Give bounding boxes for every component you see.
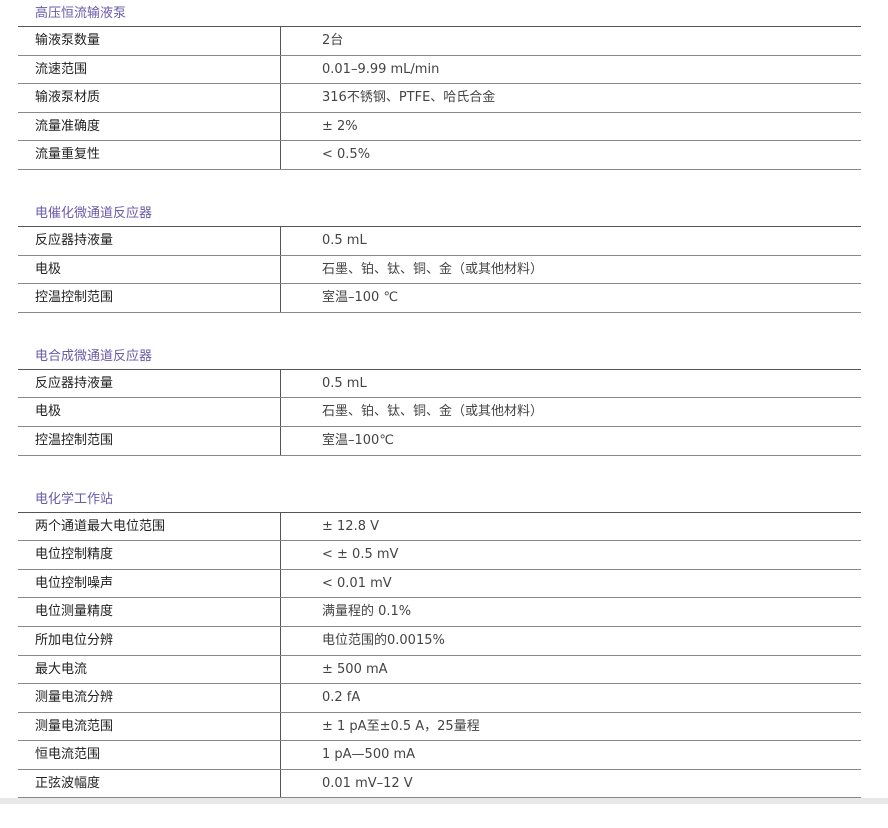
section-title: 电化学工作站 (18, 486, 861, 513)
spec-value: 电位范围的0.0015% (322, 632, 445, 648)
spec-label: 恒电流范围 (18, 741, 281, 769)
spec-value: 室温–100 ℃ (322, 290, 399, 306)
section-title: 高压恒流输液泵 (18, 0, 861, 27)
spec-value: 0.01–9.99 mL/min (322, 61, 440, 77)
spec-table: 两个通道最大电位范围 ± 12.8 V 电位控制精度 < ± 0.5 mV 电位控制噪声… (18, 512, 861, 799)
spec-label: 控温控制范围 (18, 426, 281, 455)
table-row: 所加电位分辨 电位范围的0.0015% (18, 626, 861, 656)
spec-value: 316不锈钢、PTFE、哈氏合金 (322, 90, 496, 106)
spec-label: 所加电位分辨 (18, 626, 281, 655)
spec-value: 石墨、铂、钛、铜、金（或其他材料） (322, 404, 544, 420)
spec-value: 0.5 mL (322, 232, 367, 248)
spec-table: 反应器持液量 0.5 mL 电极 石墨、铂、钛、铜、金（或其他材料） 控温控制范围 室温–… (18, 369, 861, 456)
spec-label: 输液泵数量 (18, 27, 281, 55)
section-title: 电催化微通道反应器 (18, 200, 861, 227)
spec-value: 石墨、铂、钛、铜、金（或其他材料） (322, 261, 544, 277)
spec-value: 满量程的 0.1% (322, 604, 412, 620)
spec-label: 电位控制噪声 (18, 569, 281, 598)
spec-table: 输液泵数量 2台流速范围 0.01–9.99 mL/min 输液泵材质 316不锈钢、P… (18, 27, 861, 170)
spec-value: ± 500 mA (322, 661, 388, 677)
spec-table: 反应器持液量 0.5 mL 电极 石墨、铂、钛、铜、金（或其他材料） 控温控制范围 室温–… (18, 226, 861, 313)
spec-label: 测量电流范围 (18, 712, 281, 741)
spec-label: 反应器持液量 (18, 369, 281, 398)
table-row: 流量重复性 < 0.5% (18, 141, 861, 170)
table-row: 控温控制范围 室温–100℃ (18, 426, 861, 456)
spec-value: 1 pA—500 mA (322, 747, 416, 763)
table-row: 最大电流 ± 500 mA (18, 655, 861, 685)
table-row: 控温控制范围 室温–100 ℃ (18, 284, 861, 313)
table-row: 两个通道最大电位范围 ± 12.8 V (18, 512, 861, 542)
spec-value: 0.01 mV–12 V (322, 775, 413, 791)
table-row: 反应器持液量 0.5 mL (18, 369, 861, 399)
spec-label: 流速范围 (18, 55, 281, 84)
spec-label: 电极 (18, 255, 281, 284)
spec-label: 两个通道最大电位范围 (18, 512, 281, 541)
spec-value: ± 12.8 V (322, 518, 379, 534)
spec-value: ± 2% (322, 118, 358, 134)
spec-label: 反应器持液量 (18, 226, 281, 255)
table-row: 输液泵数量 2台 (18, 27, 861, 56)
spec-value: 0.5 mL (322, 375, 367, 391)
spec-section: 电合成微通道反应器 反应器持液量 0.5 mL 电极 石墨、铂、钛、铜、金（或其他材料）… (18, 343, 861, 456)
spec-value: 0.2 fA (322, 690, 361, 706)
table-row: 流速范围 0.01–9.99 mL/min (18, 55, 861, 85)
spec-section: 电催化微通道反应器 反应器持液量 0.5 mL 电极 石墨、铂、钛、铜、金（或其他材料）… (18, 200, 861, 313)
horizontal-scrollbar[interactable] (0, 798, 888, 804)
spec-section: 电化学工作站 两个通道最大电位范围 ± 12.8 V 电位控制精度 < ± 0.5 mV… (18, 486, 861, 799)
table-row: 流量准确度 ± 2% (18, 112, 861, 142)
table-row: 正弦波幅度 0.01 mV–12 V (18, 769, 861, 799)
spec-label: 测量电流分辨 (18, 684, 281, 712)
spec-label: 输液泵材质 (18, 84, 281, 112)
table-row: 电位测量精度 满量程的 0.1% (18, 598, 861, 627)
table-row: 电极 石墨、铂、钛、铜、金（或其他材料） (18, 255, 861, 285)
table-row: 恒电流范围 1 pA—500 mA (18, 741, 861, 770)
table-row: 电位控制噪声 < 0.01 mV (18, 569, 861, 599)
table-row: 电位控制精度 < ± 0.5 mV (18, 541, 861, 570)
spec-section: 高压恒流输液泵 输液泵数量 2台流速范围 0.01–9.99 mL/min 输液泵材质 3… (18, 0, 861, 170)
spec-value: < 0.5% (322, 147, 371, 163)
table-row: 测量电流分辨 0.2 fA (18, 684, 861, 713)
table-row: 测量电流范围 ± 1 pA至±0.5 A，25量程 (18, 712, 861, 742)
spec-value: < ± 0.5 mV (322, 547, 399, 563)
spec-value: 2台 (322, 33, 344, 48)
spec-value: 室温–100℃ (322, 432, 394, 448)
spec-label: 电位控制精度 (18, 541, 281, 569)
spec-label: 电位测量精度 (18, 598, 281, 626)
table-row: 输液泵材质 316不锈钢、PTFE、哈氏合金 (18, 84, 861, 113)
spec-label: 最大电流 (18, 655, 281, 684)
section-title: 电合成微通道反应器 (18, 343, 861, 370)
spec-label: 流量准确度 (18, 112, 281, 141)
spec-document: 高压恒流输液泵 输液泵数量 2台流速范围 0.01–9.99 mL/min 输液泵材质 3… (18, 0, 861, 828)
table-row: 反应器持液量 0.5 mL (18, 226, 861, 256)
spec-label: 流量重复性 (18, 141, 281, 169)
spec-value: ± 1 pA至±0.5 A，25量程 (322, 718, 480, 734)
spec-label: 电极 (18, 398, 281, 426)
spec-value: < 0.01 mV (322, 575, 392, 591)
table-row: 电极 石墨、铂、钛、铜、金（或其他材料） (18, 398, 861, 427)
spec-label: 正弦波幅度 (18, 769, 281, 798)
spec-label: 控温控制范围 (18, 284, 281, 312)
